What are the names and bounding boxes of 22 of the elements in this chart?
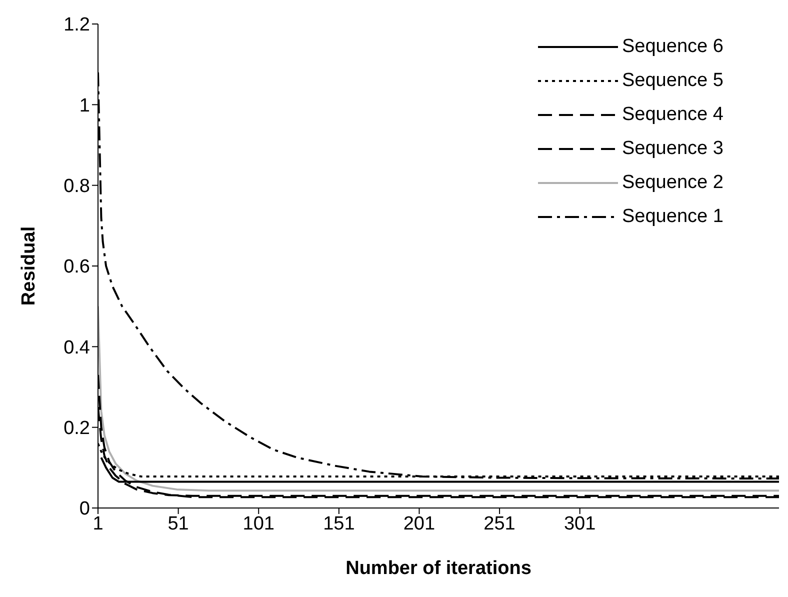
legend-label: Sequence 5 — [622, 70, 724, 92]
y-tick-label: 0.6 — [64, 256, 90, 278]
legend-label: Sequence 3 — [622, 138, 724, 160]
legend-label: Sequence 6 — [622, 36, 724, 58]
x-tick-label: 151 — [323, 513, 355, 534]
y-tick-label: 1 — [79, 95, 90, 116]
y-tick-label: 0.8 — [64, 176, 90, 198]
legend-label: Sequence 4 — [622, 104, 724, 126]
y-axis-title: Residual — [18, 226, 40, 306]
legend-label: Sequence 2 — [622, 172, 724, 194]
y-tick-label: 0 — [79, 498, 90, 520]
x-axis-title: Number of iterations — [346, 558, 532, 579]
x-tick-label: 251 — [484, 513, 516, 534]
x-tick-label: 1 — [92, 513, 104, 534]
x-tick-label: 51 — [168, 513, 189, 534]
y-tick-label: 0.2 — [64, 418, 90, 440]
x-tick-label: 101 — [242, 513, 274, 534]
y-tick-label: 0.4 — [64, 337, 90, 358]
x-tick-label: 201 — [403, 513, 436, 534]
x-tick-label: 301 — [564, 513, 596, 534]
legend-label: Sequence 1 — [622, 206, 724, 228]
y-tick-label: 1.2 — [64, 14, 90, 36]
